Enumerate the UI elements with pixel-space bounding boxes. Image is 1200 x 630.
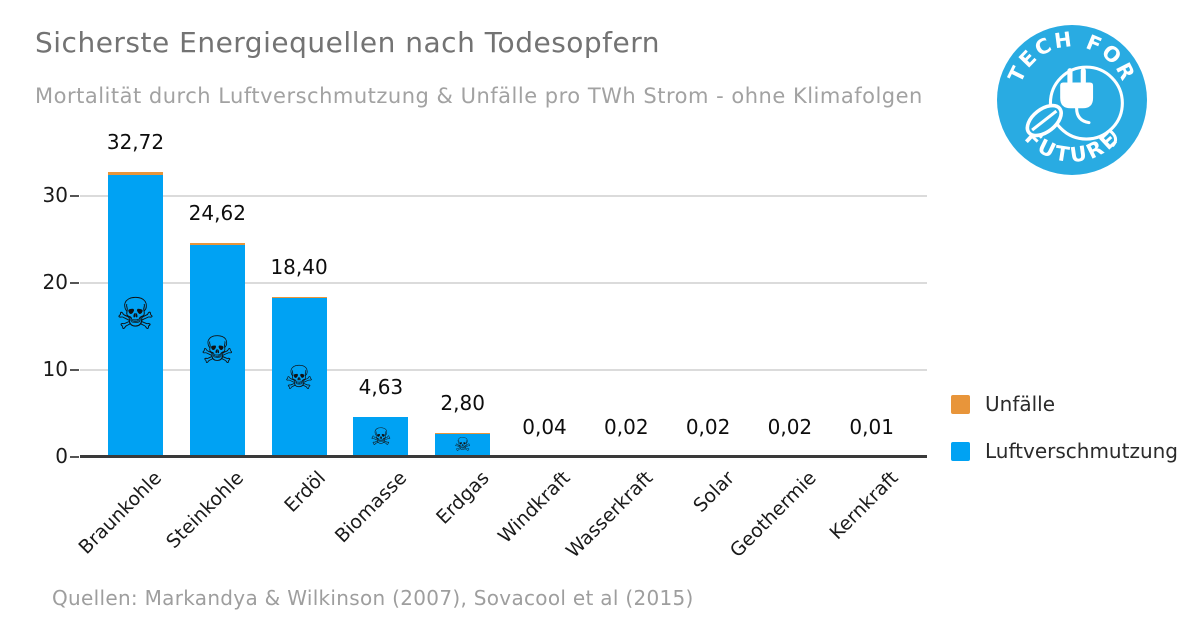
- bar-accidents-segment: [108, 172, 163, 175]
- x-axis-label: Geothermie: [725, 467, 821, 562]
- y-axis-tick: [70, 369, 79, 371]
- bar-braunkohle: ☠: [108, 172, 163, 457]
- skull-crossbones-icon: ☠: [115, 288, 156, 340]
- bar-erdgas: ☠: [435, 433, 491, 457]
- x-axis-label: Biomasse: [331, 467, 412, 548]
- bar-value-label: 0,02: [685, 415, 731, 439]
- page-title: Sicherste Energiequellen nach Todesopfer…: [35, 26, 661, 59]
- skull-crossbones-icon: ☠: [284, 357, 314, 397]
- plug-leaf-icon: [1025, 65, 1124, 147]
- skull-crossbones-icon: ☠: [454, 433, 472, 456]
- bar-steinkohle: ☠: [189, 243, 245, 457]
- y-axis-label: 30: [42, 183, 68, 207]
- x-axis-line: [80, 455, 927, 458]
- source-citation: Quellen: Markandya & Wilkinson (2007), S…: [52, 586, 694, 610]
- x-axis-label: Erdöl: [279, 467, 330, 517]
- gridline: [80, 369, 927, 371]
- chart-subtitle: Mortalität durch Luftverschmutzung & Unf…: [35, 84, 923, 108]
- bar-accidents-segment: [435, 433, 491, 434]
- x-axis-label: Solar: [688, 467, 739, 517]
- legend-label: Luftverschmutzung: [985, 439, 1178, 463]
- y-axis-tick: [70, 282, 79, 284]
- bar-erdl: ☠: [271, 297, 327, 457]
- y-axis-label: 0: [55, 444, 68, 468]
- y-axis-tick: [70, 456, 79, 458]
- bar-value-label: 0,01: [849, 415, 894, 439]
- x-axis-label: Braunkohle: [74, 467, 167, 559]
- bar-value-label: 18,40: [270, 255, 328, 279]
- x-axis-label: Steinkohle: [161, 467, 248, 553]
- bar-accidents-segment: [189, 243, 245, 245]
- bar-value-label: 4,63: [358, 375, 404, 399]
- skull-crossbones-icon: ☠: [200, 328, 235, 372]
- bar-value-label: 0,04: [522, 415, 567, 439]
- y-axis-tick: [70, 195, 79, 197]
- bar-value-label: 24,62: [188, 201, 246, 225]
- chart-legend: Unfälle Luftverschmutzung: [951, 392, 1178, 463]
- luftverschmutzung-swatch-icon: [951, 441, 970, 461]
- legend-label: Unfälle: [985, 392, 1056, 416]
- bar-accidents-segment: [271, 297, 327, 298]
- legend-item-unfaelle: Unfälle: [951, 392, 1178, 416]
- bar-value-label: 2,80: [440, 391, 485, 415]
- bar-value-label: 32,72: [106, 130, 165, 154]
- x-axis-label: Wasserkraft: [561, 467, 657, 563]
- skull-crossbones-icon: ☠: [370, 423, 392, 451]
- y-axis-label: 10: [42, 357, 68, 381]
- y-axis-label: 20: [42, 270, 68, 294]
- gridline: [80, 282, 927, 284]
- bar-value-label: 0,02: [767, 415, 813, 439]
- x-axis-label: Windkraft: [494, 467, 576, 548]
- x-axis-label: Erdgas: [431, 467, 494, 529]
- legend-item-luftverschmutzung: Luftverschmutzung: [951, 439, 1178, 463]
- bar-value-label: 0,02: [604, 415, 649, 439]
- x-axis-label: Kernkraft: [825, 467, 903, 545]
- tech-for-future-logo: TECH FOR FUTURE: [997, 25, 1147, 175]
- gridline: [80, 195, 927, 197]
- unfaelle-swatch-icon: [951, 394, 970, 414]
- bar-biomasse: ☠: [353, 417, 409, 457]
